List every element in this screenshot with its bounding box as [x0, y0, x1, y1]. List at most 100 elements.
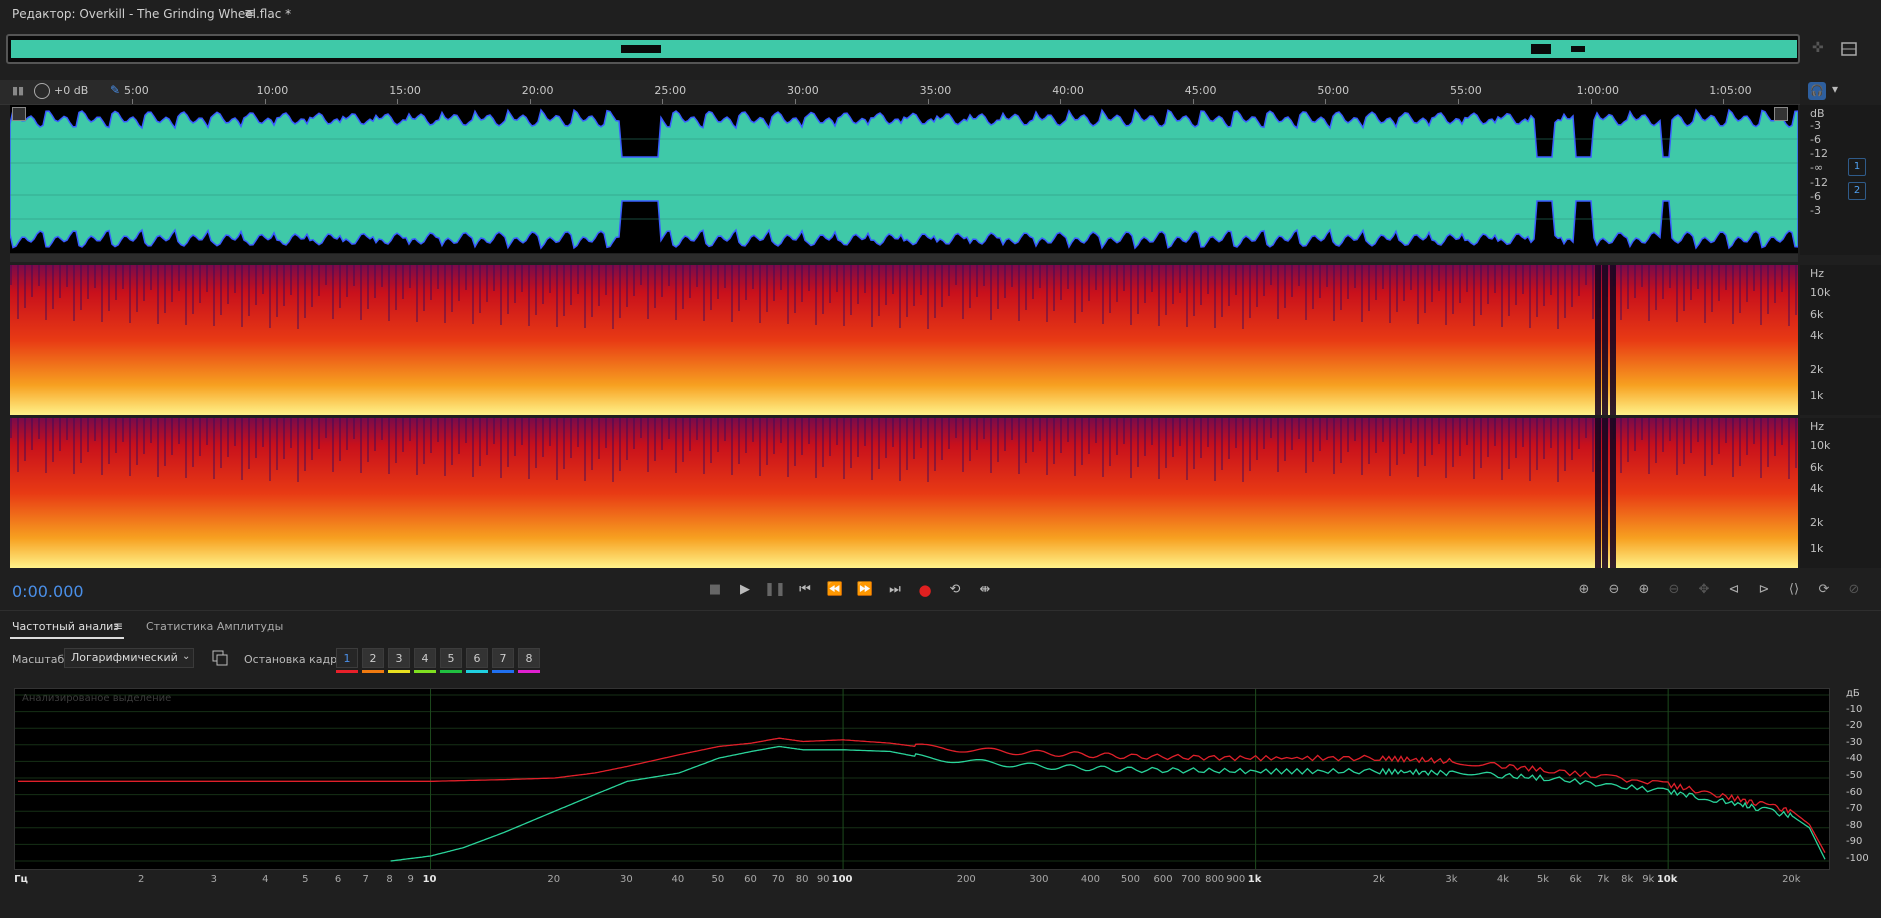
spectrum-series-2	[390, 745, 1826, 862]
freeze-frame-3[interactable]: 3	[388, 648, 410, 668]
freeze-frame-6[interactable]: 6	[466, 648, 488, 668]
pin-icon[interactable]: ✎	[110, 83, 121, 97]
freeze-frame-color	[440, 670, 462, 673]
view-splitter[interactable]	[10, 254, 1798, 262]
waveform-graphic	[10, 108, 1798, 250]
title-bar	[0, 0, 1881, 28]
zoom-reset-icon[interactable]: ⟳	[1818, 582, 1830, 597]
frequency-axis-label: 1k	[1247, 874, 1262, 885]
freeze-frame-4[interactable]: 4	[414, 648, 436, 668]
loop-icon[interactable]: ⟲	[949, 582, 961, 597]
zoom-out-time-icon[interactable]: ⊖	[1668, 582, 1680, 597]
zoom-out-amplitude-icon[interactable]: ⊖	[1608, 582, 1620, 597]
db-axis-label: -40	[1846, 753, 1863, 765]
scale-dropdown[interactable]: Логарифмический	[64, 648, 194, 668]
frequency-axis-label: 9	[407, 874, 414, 885]
chevron-down-icon[interactable]: ⌄	[182, 651, 191, 662]
gain-knob-icon[interactable]	[34, 83, 50, 99]
zoom-to-selection-icon[interactable]: ⟨⟩	[1788, 582, 1800, 597]
frequency-axis-label: 4k	[1496, 874, 1510, 885]
freeze-frame-2[interactable]: 2	[362, 648, 384, 668]
frequency-axis-label: 200	[956, 874, 976, 885]
zoom-selection-left-icon[interactable]: ⊲	[1728, 582, 1740, 597]
zoom-in-time-icon[interactable]: ⊕	[1638, 582, 1650, 597]
tab-amplitude-statistics[interactable]: Статистика Амплитуды	[146, 620, 284, 633]
hz-scale-label: 1k	[1810, 542, 1824, 555]
time-ruler[interactable]	[0, 80, 1800, 105]
scale-label: Масштаб:	[12, 653, 68, 666]
ruler-label: 10:00	[256, 84, 289, 97]
db-axis: дБ -10 -20 -30 -40 -50 -60 -70 -80 -90 -100	[1830, 688, 1881, 870]
freeze-frame-8[interactable]: 8	[518, 648, 540, 668]
freeze-frame-1[interactable]: 1	[336, 648, 358, 668]
panel-toggle-icon[interactable]	[1840, 40, 1858, 58]
ruler-tick	[1192, 99, 1194, 104]
frequency-axis-label: 40	[671, 874, 685, 885]
frequency-plot[interactable]	[14, 688, 1830, 870]
overview-navigator[interactable]	[6, 34, 1800, 64]
db-axis-label: -60	[1846, 786, 1863, 798]
panel-menu-icon[interactable]: ≡	[113, 619, 124, 633]
time-display[interactable]: 0:00.000	[12, 582, 84, 601]
frequency-axis-label: 90	[816, 874, 830, 885]
level-meter-icon[interactable]: ▮▮	[12, 84, 25, 97]
tab-frequency-analysis[interactable]: Частотный анализ	[12, 620, 120, 633]
frequency-axis: Гц 2 3 4 5 6 7 8 9 10 20 30 40 50 60 70 80 90 100 200 300 400…	[14, 872, 1830, 894]
frequency-axis-label: 10	[422, 874, 437, 885]
play-icon[interactable]: ▶	[740, 582, 750, 597]
ruler-tick	[1325, 99, 1327, 104]
channel-toggle[interactable]: 1	[1848, 158, 1866, 176]
freeze-frame-label: Остановка кадра:	[244, 653, 348, 666]
skip-selection-icon[interactable]: ⇼	[979, 582, 991, 597]
frequency-axis-label: 9k	[1642, 874, 1655, 885]
db-scale-label: -6	[1810, 190, 1821, 203]
frequency-axis-label: 5	[302, 874, 309, 885]
db-axis-label: -80	[1846, 819, 1863, 831]
pause-icon[interactable]: ❚❚	[764, 582, 786, 597]
marker-icon[interactable]: ▾	[1832, 82, 1839, 96]
copy-icon[interactable]	[212, 650, 228, 666]
ruler-label: 25:00	[654, 84, 687, 97]
rewind-icon[interactable]: ⏪	[826, 582, 844, 597]
frequency-axis-label: 2	[137, 874, 145, 885]
record-icon[interactable]: ●	[918, 581, 932, 599]
fade-in-handle[interactable]	[12, 107, 26, 121]
hamburger-icon[interactable]: ≡	[244, 6, 255, 21]
frequency-axis-label: 4	[262, 874, 269, 885]
frequency-axis-label: 500	[1120, 874, 1140, 885]
hz-scale-channel-2: Hz 10k 6k 4k 2k 1k	[1800, 418, 1881, 568]
frequency-axis-label: 800	[1205, 874, 1225, 885]
zoom-selection-icon[interactable]: ✜	[1812, 40, 1824, 56]
db-scale-label: -3	[1810, 119, 1821, 132]
spectral-view-channel-2[interactable]	[10, 418, 1798, 568]
fast-forward-icon[interactable]: ⏩	[856, 582, 874, 597]
frequency-graph	[15, 689, 1829, 869]
spectral-view-channel-1[interactable]	[10, 265, 1798, 415]
headphones-icon[interactable]: 🎧	[1808, 82, 1826, 100]
ruler-tick	[927, 99, 929, 104]
zoom-in-amplitude-icon[interactable]: ⊕	[1578, 582, 1590, 597]
stop-icon[interactable]: ■	[708, 582, 722, 597]
frequency-axis-label: 600	[1153, 874, 1173, 885]
freeze-frame-color	[388, 670, 410, 673]
ruler-label: 1:05:00	[1709, 84, 1752, 97]
db-axis-label: -90	[1846, 836, 1863, 848]
overview-waveform	[11, 40, 1797, 58]
ruler-label: 20:00	[521, 84, 554, 97]
frequency-axis-label: 60	[744, 874, 757, 885]
zoom-full-icon[interactable]: ✥	[1698, 582, 1710, 597]
ruler-label: 40:00	[1052, 84, 1084, 97]
zoom-selection-right-icon[interactable]: ⊳	[1758, 582, 1770, 597]
freeze-frame-7[interactable]: 7	[492, 648, 514, 668]
db-scale-label: -12	[1810, 176, 1828, 189]
spectrogram-graphic	[10, 265, 1798, 415]
fade-out-handle[interactable]	[1774, 107, 1788, 121]
waveform-view[interactable]	[10, 105, 1798, 253]
go-to-start-icon[interactable]: ⏮	[799, 582, 811, 597]
go-to-end-icon[interactable]: ⏭	[889, 582, 901, 597]
freeze-frame-color	[362, 670, 384, 673]
channel-toggle[interactable]: 2	[1848, 182, 1866, 200]
freeze-frame-5[interactable]: 5	[440, 648, 462, 668]
zoom-out-full-icon[interactable]: ⊘	[1848, 582, 1860, 597]
frequency-axis-label: 20k	[1782, 874, 1801, 885]
